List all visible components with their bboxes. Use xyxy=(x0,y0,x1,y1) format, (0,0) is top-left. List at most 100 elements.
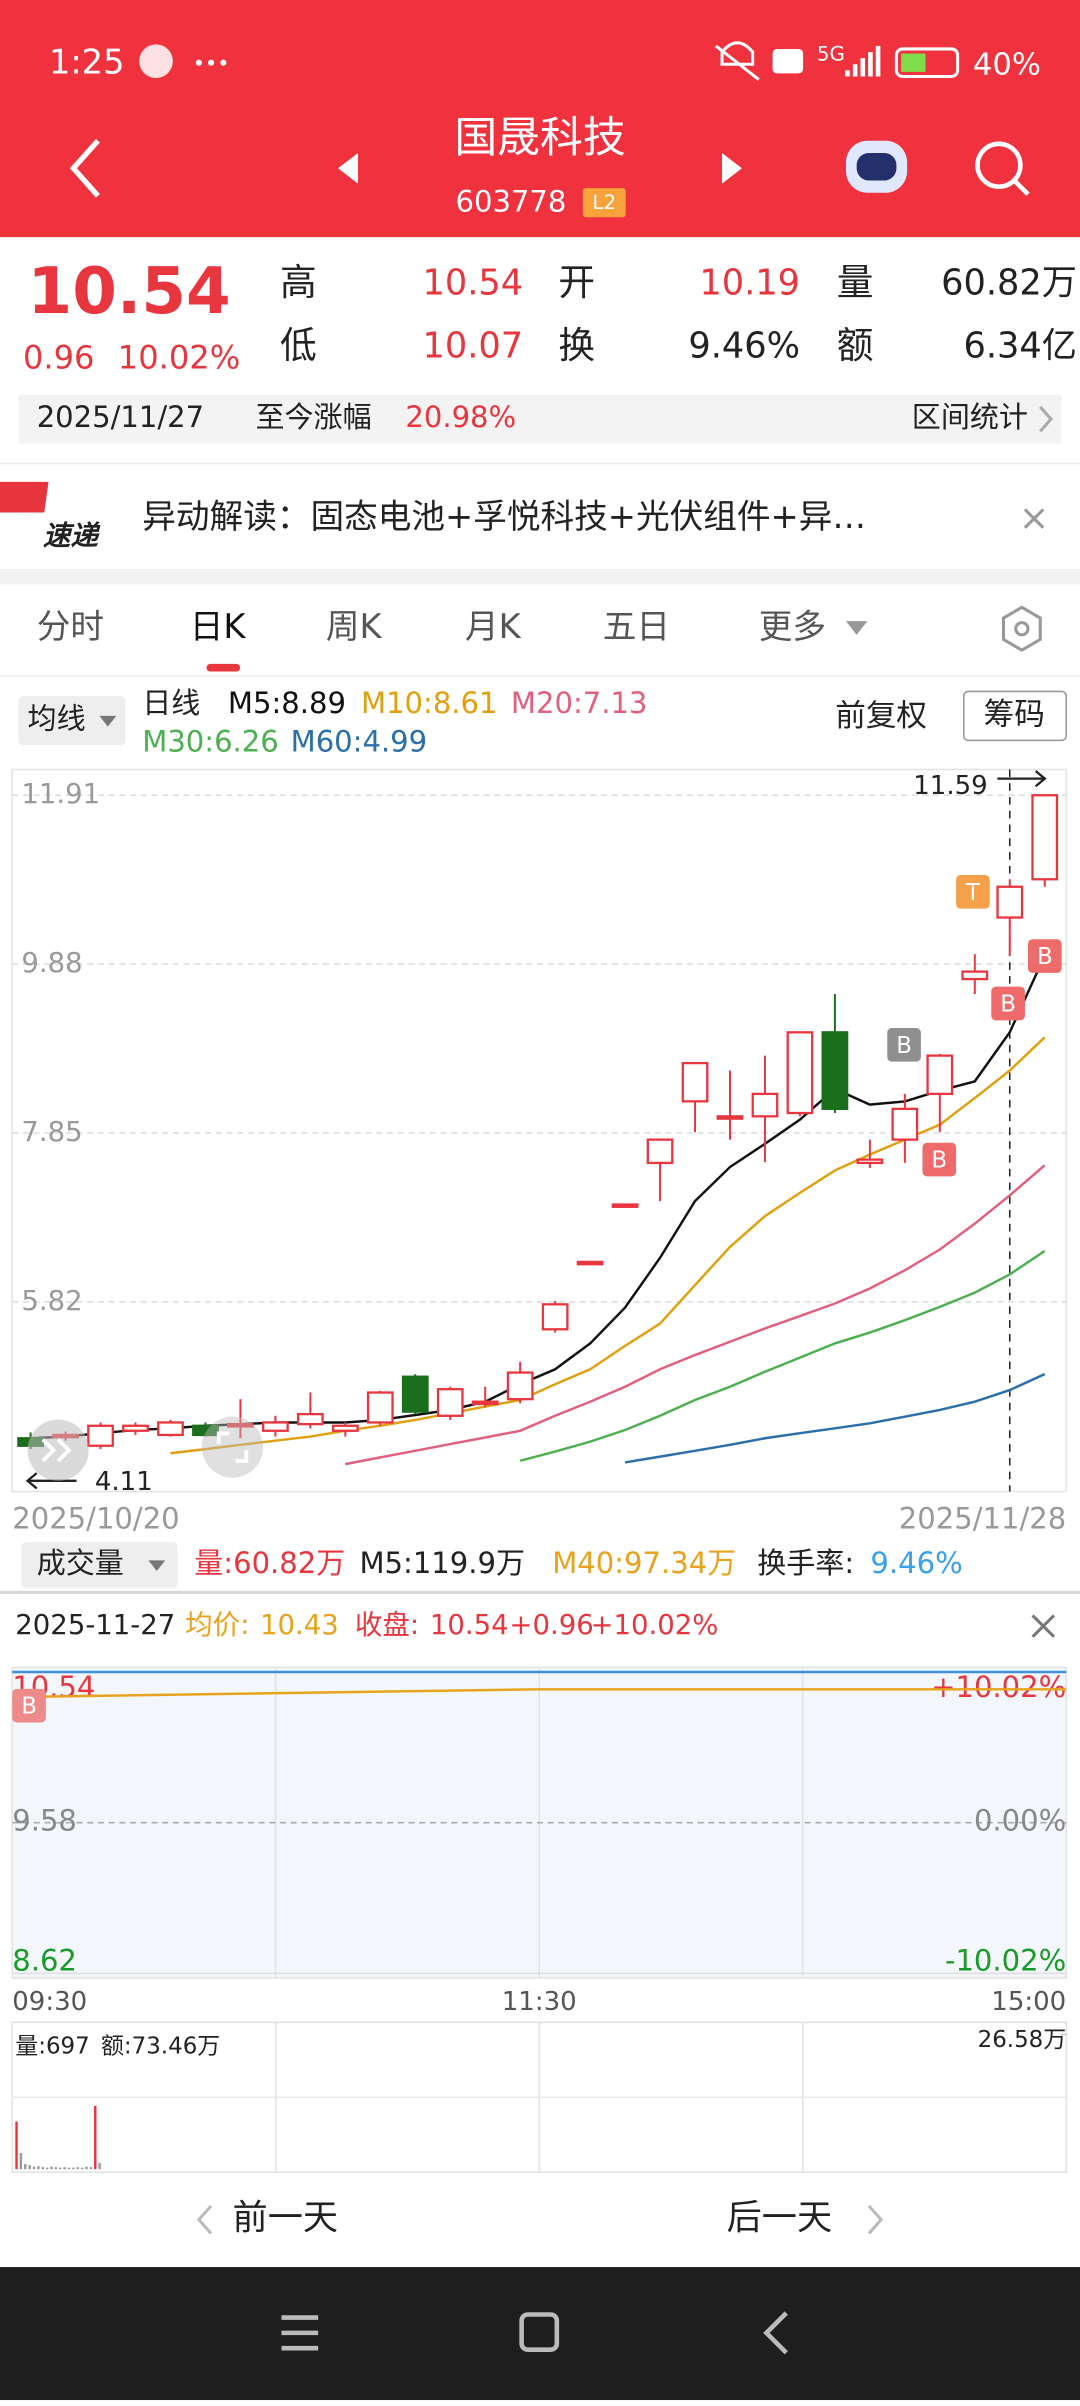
back-button[interactable] xyxy=(69,138,100,198)
nav-back[interactable] xyxy=(763,2311,788,2355)
period-label: 日线 xyxy=(142,686,200,720)
trade-marker xyxy=(991,986,1025,1021)
stat-label: 开 xyxy=(558,261,595,304)
trade-marker-text: B xyxy=(931,1148,947,1174)
tab[interactable]: 周K xyxy=(326,607,383,646)
chevron xyxy=(1039,405,1053,433)
candle-body xyxy=(1031,794,1059,881)
news-text[interactable]: 异动解读：固态电池+孚悦科技+光伏组件+异… xyxy=(142,497,866,536)
ma-legend: M20:7.13 xyxy=(511,686,647,720)
expand-icon xyxy=(41,1438,72,1463)
close-change: +0.96 xyxy=(509,1609,593,1641)
range-link[interactable]: 区间统计 xyxy=(912,400,1028,434)
candle-body xyxy=(471,1400,499,1406)
stat-value: 10.54 xyxy=(422,263,523,304)
hd-icon xyxy=(772,48,804,74)
volume-bar xyxy=(50,2166,53,2170)
assistant-face xyxy=(856,152,897,181)
intraday-amount: 额:73.46万 xyxy=(101,2033,220,2059)
stat-value: 60.82万 xyxy=(941,263,1077,304)
tab[interactable]: 月K xyxy=(465,607,522,646)
chips-text: 筹码 xyxy=(984,697,1045,732)
chips-button[interactable] xyxy=(962,690,1067,742)
stat-label: 低 xyxy=(280,324,317,367)
trade-marker-text: B xyxy=(21,1694,37,1720)
volume-bar xyxy=(37,2166,40,2170)
y-tick-label: 11.91 xyxy=(21,778,100,810)
volume-selector[interactable] xyxy=(21,1541,178,1588)
stat-label: 高 xyxy=(280,261,317,304)
next-stock[interactable] xyxy=(722,152,742,184)
ma-legend: M10:8.61 xyxy=(361,686,497,720)
low-arrow xyxy=(25,1472,77,1490)
indicator-selector[interactable] xyxy=(18,696,126,745)
signal-icon xyxy=(845,45,881,77)
sheet-close[interactable] xyxy=(1031,1614,1056,1638)
status-dot xyxy=(220,59,227,66)
x-tick-label: 2025/10/20 xyxy=(12,1502,179,1536)
trade-marker-text: B xyxy=(896,1033,912,1059)
y-tick-label: 5.82 xyxy=(21,1285,82,1317)
volume-bar xyxy=(72,2167,75,2170)
volume-indicator: M40:97.34万 xyxy=(552,1546,736,1580)
volume-bar xyxy=(94,2105,97,2170)
candle-body xyxy=(821,1031,849,1111)
volume-bar xyxy=(59,2167,62,2170)
tab[interactable]: 五日 xyxy=(603,607,670,646)
tab[interactable]: 日K xyxy=(190,607,247,646)
level-badge-text: L2 xyxy=(592,191,616,214)
fullscreen-icon xyxy=(216,1431,249,1463)
volume-indicator: 量:60.82万 xyxy=(194,1546,345,1580)
tab[interactable]: 分时 xyxy=(37,607,104,646)
stat-label: 额 xyxy=(837,324,874,367)
low-label: 4.11 xyxy=(95,1467,153,1497)
nav-home[interactable] xyxy=(519,2312,560,2352)
next-day[interactable]: 后一天 xyxy=(727,2198,833,2239)
stat-value: 10.19 xyxy=(699,263,800,304)
range-row[interactable] xyxy=(18,394,1062,444)
nav-menu[interactable] xyxy=(281,2315,319,2351)
news-close[interactable] xyxy=(1023,508,1045,529)
mute-icon xyxy=(714,41,760,81)
header-bar xyxy=(0,0,1080,238)
prev-stock[interactable] xyxy=(338,152,358,184)
avg-value: 10.43 xyxy=(260,1609,339,1641)
high-arrow xyxy=(997,770,1047,788)
prev-day[interactable]: 前一天 xyxy=(233,2198,339,2239)
stat-label: 量 xyxy=(837,261,874,304)
fullscreen-button[interactable] xyxy=(201,1416,264,1478)
settings-button[interactable] xyxy=(1001,605,1042,652)
volume-indicator: 9.46% xyxy=(870,1546,962,1580)
ma-legend: M30:6.26 xyxy=(142,724,278,758)
volume-bar xyxy=(19,2152,23,2170)
trade-marker xyxy=(12,1688,46,1723)
volume-bar xyxy=(54,2167,58,2170)
tab[interactable]: 更多 xyxy=(759,607,826,646)
prev-chevron xyxy=(196,2204,213,2235)
volume-bar xyxy=(89,2167,93,2170)
candle-body xyxy=(296,1412,324,1426)
candle-body xyxy=(87,1424,114,1447)
app-icon xyxy=(139,44,173,79)
y-tick-label: 8.62 xyxy=(12,1944,77,1978)
battery-level xyxy=(901,53,926,72)
range-label: 至今涨幅 xyxy=(255,400,371,434)
level-badge xyxy=(582,188,626,218)
expand-button[interactable] xyxy=(27,1419,89,1481)
adjust-button[interactable]: 前复权 xyxy=(835,699,927,734)
search-button[interactable] xyxy=(975,141,1023,189)
time-label: 09:30 xyxy=(12,1987,87,2017)
section-gap xyxy=(0,569,1080,585)
range-date: 2025/11/27 xyxy=(37,400,204,434)
caret xyxy=(148,1560,166,1572)
news-logo-top: 同花顺 xyxy=(48,485,108,508)
candle-body xyxy=(996,885,1024,919)
trade-marker xyxy=(1027,939,1062,973)
candle-body xyxy=(261,1421,289,1432)
y-tick-label-right: 0.00% xyxy=(974,1804,1066,1838)
candle-body xyxy=(926,1054,954,1096)
stat-value: 6.34亿 xyxy=(963,325,1076,366)
